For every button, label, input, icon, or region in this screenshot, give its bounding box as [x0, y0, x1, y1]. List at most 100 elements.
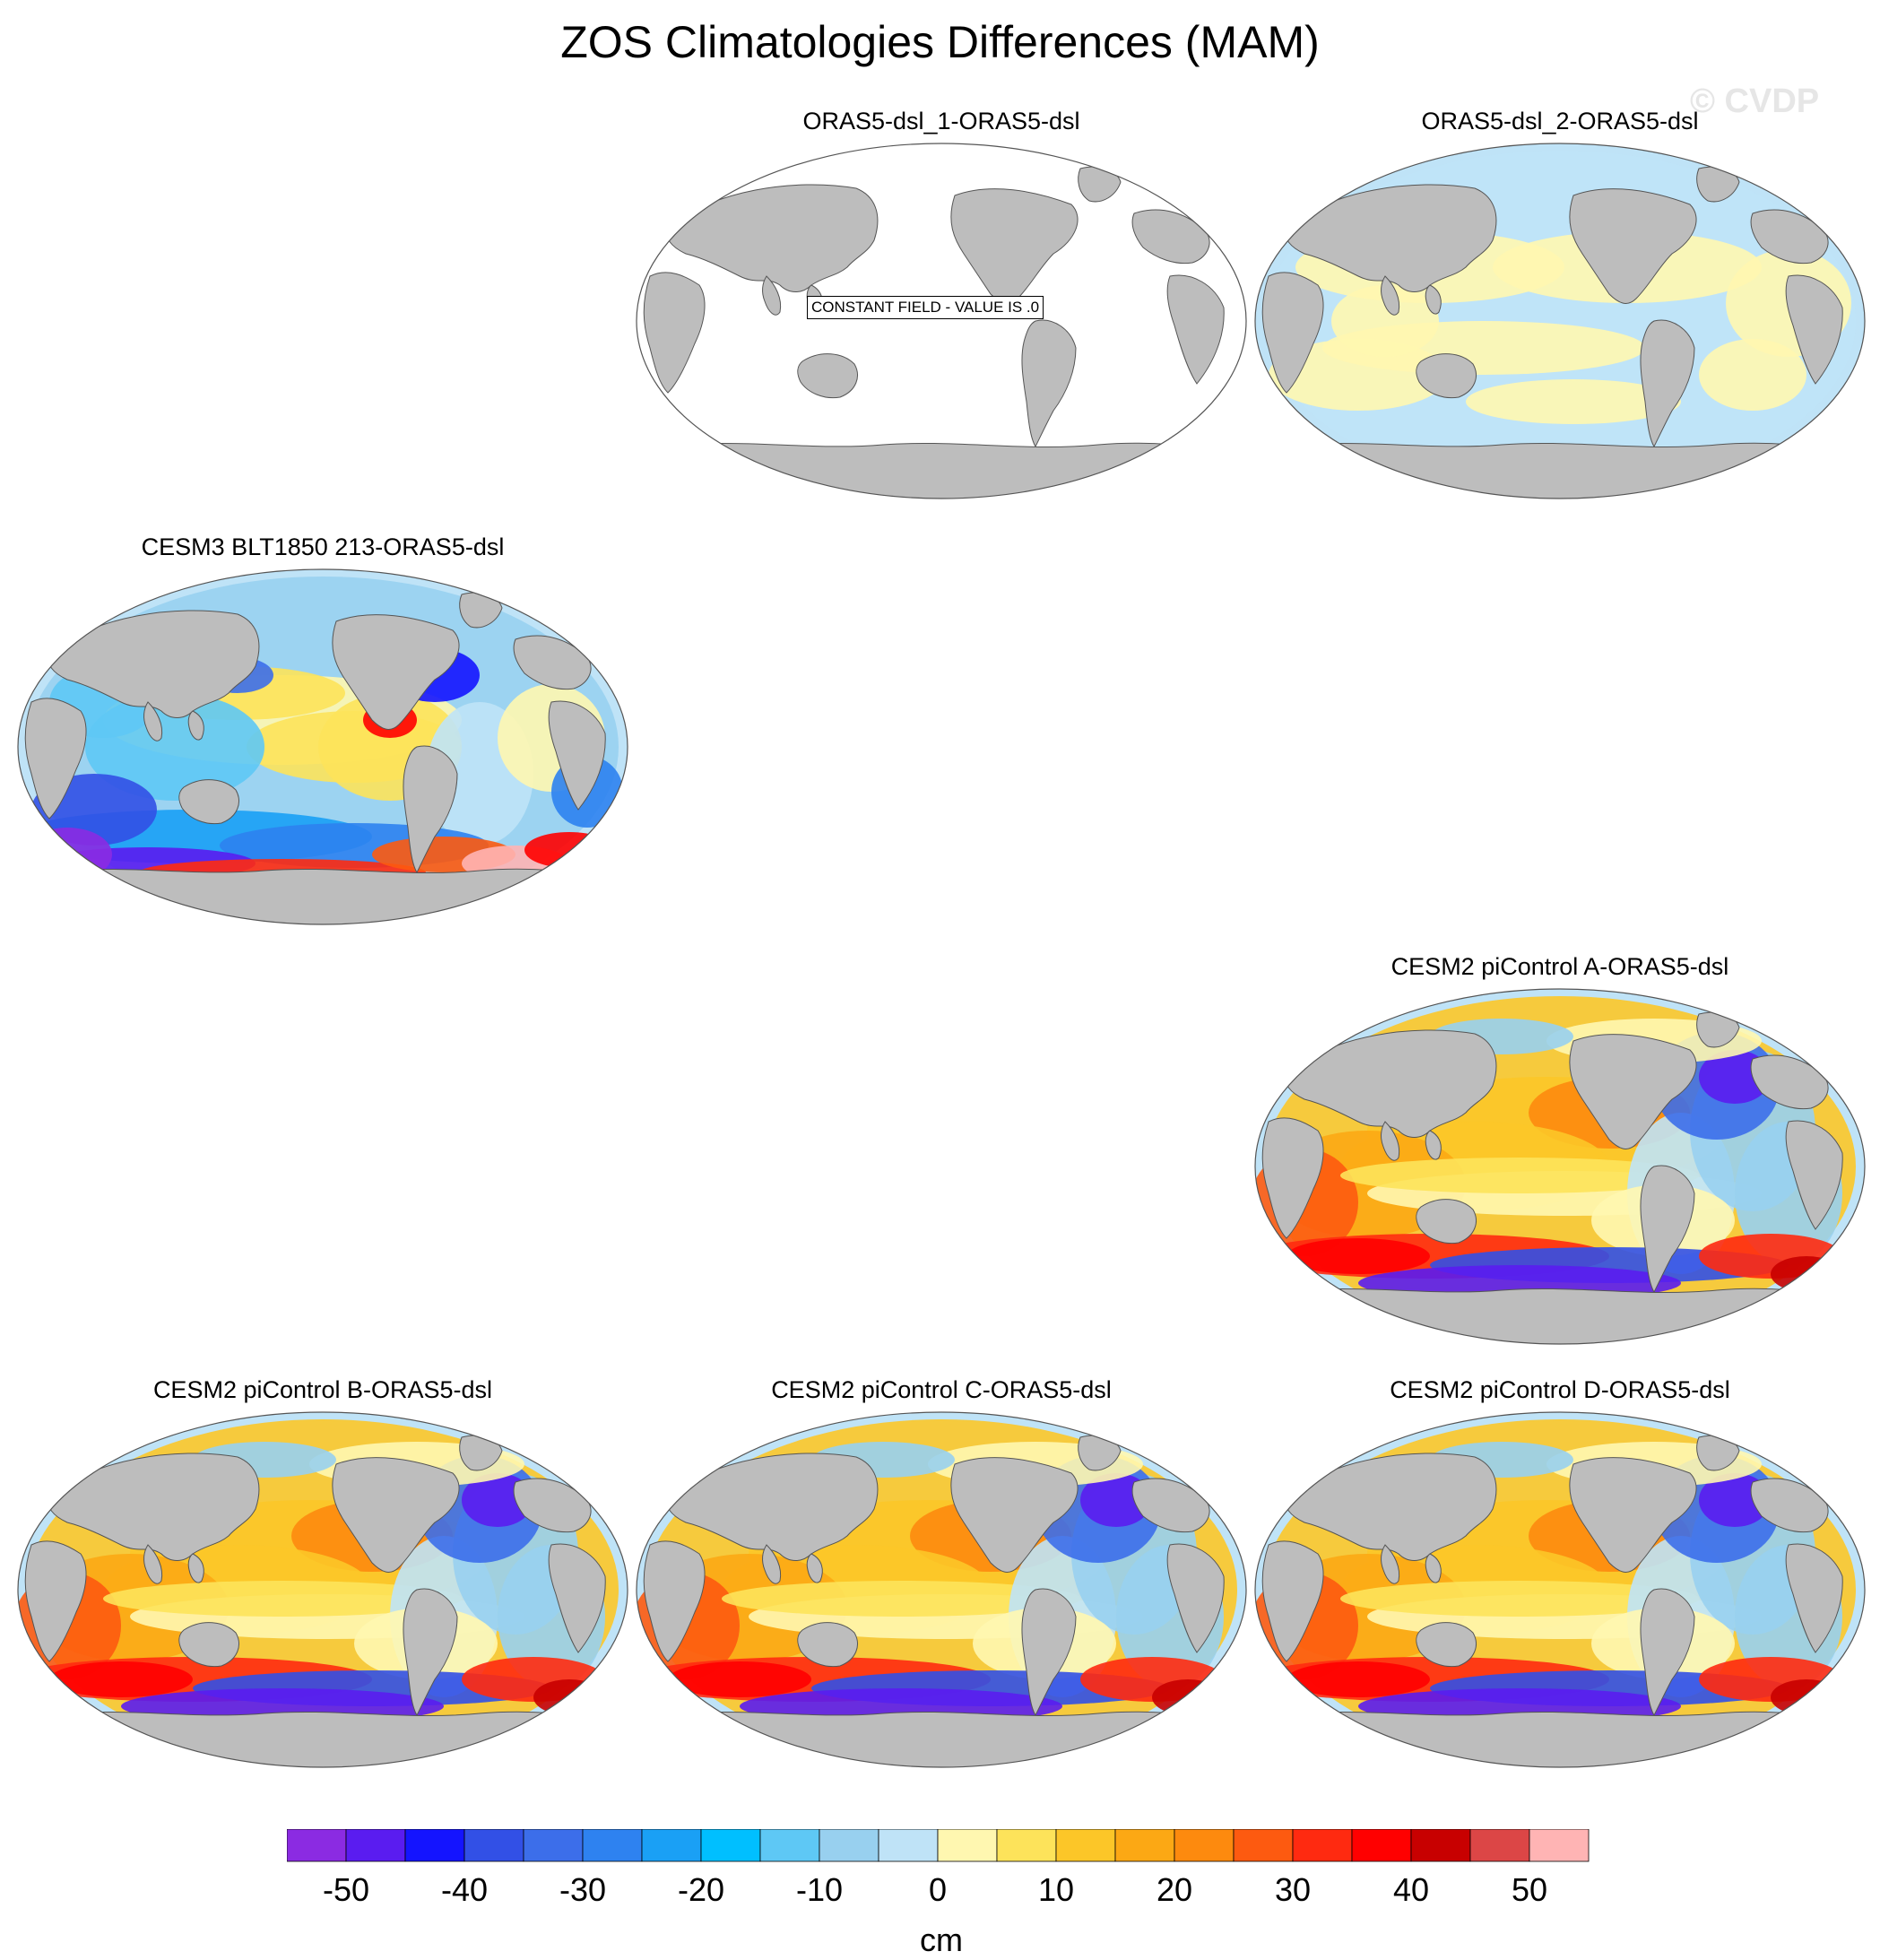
panel-title: CESM2 piControl C-ORAS5-dsl: [771, 1376, 1112, 1403]
continent-india: [1381, 1121, 1400, 1161]
map-outline: [1254, 988, 1866, 1345]
anomaly-patch: [462, 1657, 605, 1702]
continent-antarctica: [1277, 1288, 1843, 1344]
colorbar-swatch: [1410, 1829, 1471, 1862]
colorbar-swatch: [1529, 1829, 1590, 1862]
colorbar-tick-label: -30: [559, 1871, 606, 1908]
continent-india: [143, 1544, 163, 1584]
continent-africa2: [1785, 1543, 1843, 1653]
figure-title: ZOS Climatologies Differences (MAM): [560, 17, 1320, 67]
continent-india: [143, 701, 163, 742]
map-panel-oras5-dsl-1: ORAS5-dsl_1-ORAS5-dsl CONSTANT FIELD - V…: [632, 108, 1251, 502]
continent-africa: [643, 1540, 706, 1662]
continent-africa2: [1166, 274, 1225, 385]
continent-namerica: [1569, 1457, 1697, 1573]
world-map: [1254, 143, 1866, 499]
colorbar-swatch: [1055, 1829, 1116, 1862]
continent-europe: [1131, 1478, 1210, 1533]
panel-title: CESM2 piControl D-ORAS5-dsl: [1390, 1376, 1730, 1403]
anomaly-patch: [103, 1581, 462, 1617]
continent-india: [762, 1544, 782, 1584]
continent-namerica: [1569, 1034, 1697, 1149]
panel-title: CESM2 piControl B-ORAS5-dsl: [152, 1376, 493, 1403]
map-panel-cesm2-c: CESM2 piControl C-ORAS5-dsl: [632, 1376, 1251, 1771]
anomaly-patch: [1699, 1657, 1842, 1702]
continent-antarctica: [39, 868, 606, 924]
anomaly-patch: [668, 1661, 811, 1697]
continent-seasia: [1425, 1130, 1442, 1160]
continent-seasia: [187, 1553, 204, 1583]
panel-title: CESM3 BLT1850 213-ORAS5-dsl: [141, 533, 505, 560]
continent-australia: [1416, 353, 1477, 399]
colorbar-swatch: [1114, 1829, 1175, 1862]
anomaly-patch: [722, 1581, 1080, 1617]
colorbar-swatch: [1292, 1829, 1353, 1862]
colorbar-swatch: [996, 1829, 1057, 1862]
continent-seasia: [187, 710, 204, 741]
panel-title: ORAS5-dsl_2-ORAS5-dsl: [1421, 108, 1699, 134]
colorbar-swatch: [1174, 1829, 1235, 1862]
continent-antarctica: [1277, 1711, 1843, 1767]
colorbar-tick-label: 30: [1275, 1871, 1311, 1908]
anomaly-patch: [1287, 1661, 1430, 1697]
colorbar-swatch: [404, 1829, 465, 1862]
map-panel-cesm2-a: CESM2 piControl A-ORAS5-dsl: [1251, 953, 1869, 1348]
continent-europe: [1750, 209, 1829, 265]
colorbar-swatch: [937, 1829, 998, 1862]
continent-africa2: [1785, 274, 1843, 385]
anomaly-patch: [1771, 1256, 1842, 1292]
continent-asia: [48, 1453, 260, 1561]
colorbar-tick-label: 0: [929, 1871, 947, 1908]
continent-seasia: [1425, 284, 1442, 315]
anomaly-patch: [1340, 1581, 1699, 1617]
continent-australia: [178, 1622, 239, 1668]
anomaly-patch: [524, 832, 614, 868]
continent-europe: [513, 635, 592, 690]
world-map: [17, 568, 628, 925]
anomaly-patch: [533, 1679, 605, 1715]
continent-antarctica: [658, 1711, 1225, 1767]
colorbar-swatch: [464, 1829, 524, 1862]
colorbar-swatch: [641, 1829, 702, 1862]
anomaly-patch: [49, 1661, 193, 1697]
continent-australia: [1416, 1622, 1477, 1668]
anomaly-patch: [1699, 1234, 1842, 1279]
continent-asia: [1285, 184, 1497, 292]
continent-india: [762, 275, 782, 316]
constant-field-label: CONSTANT FIELD - VALUE IS .0: [807, 296, 1044, 319]
continent-australia: [797, 353, 858, 399]
continent-asia: [666, 1453, 879, 1561]
panel-title: ORAS5-dsl_1-ORAS5-dsl: [802, 108, 1080, 134]
colorbar-swatch: [523, 1829, 584, 1862]
continent-antarctica: [1277, 442, 1843, 499]
colorbar-swatch: [878, 1829, 939, 1862]
map-outline: [636, 143, 1247, 499]
anomaly-patch: [22, 828, 112, 881]
anomaly-patch: [1152, 1679, 1224, 1715]
colorbar-swatch: [1469, 1829, 1530, 1862]
colorbar-tick-label: -50: [323, 1871, 369, 1908]
map-outline: [17, 568, 628, 925]
colorbar: -50 -40 -30 -20 -10 0 10 20 30 40 50: [287, 1829, 1590, 1908]
continent-seasia: [806, 1553, 823, 1583]
continent-namerica: [332, 614, 460, 730]
continent-europe: [1131, 209, 1210, 265]
colorbar-tick-label: -10: [796, 1871, 843, 1908]
panel-title: CESM2 piControl A-ORAS5-dsl: [1391, 953, 1729, 980]
map-outline: [636, 1411, 1247, 1768]
continent-antarctica: [39, 1711, 606, 1767]
anomaly-patch: [1287, 1238, 1430, 1274]
continent-africa: [1261, 1117, 1324, 1239]
cvdp-watermark: © CVDP: [1690, 82, 1820, 120]
anomaly-patch: [1331, 285, 1439, 357]
world-map: [1254, 988, 1866, 1345]
continent-africa2: [1785, 1120, 1843, 1230]
land-mask: [643, 1435, 1225, 1767]
continent-africa: [24, 698, 87, 820]
colorbar-swatch: [582, 1829, 643, 1862]
continent-india: [1381, 275, 1400, 316]
world-map: [1254, 1411, 1866, 1768]
continent-namerica: [332, 1457, 460, 1573]
continent-europe: [1750, 1478, 1829, 1533]
anomaly-patch: [1340, 1158, 1699, 1193]
